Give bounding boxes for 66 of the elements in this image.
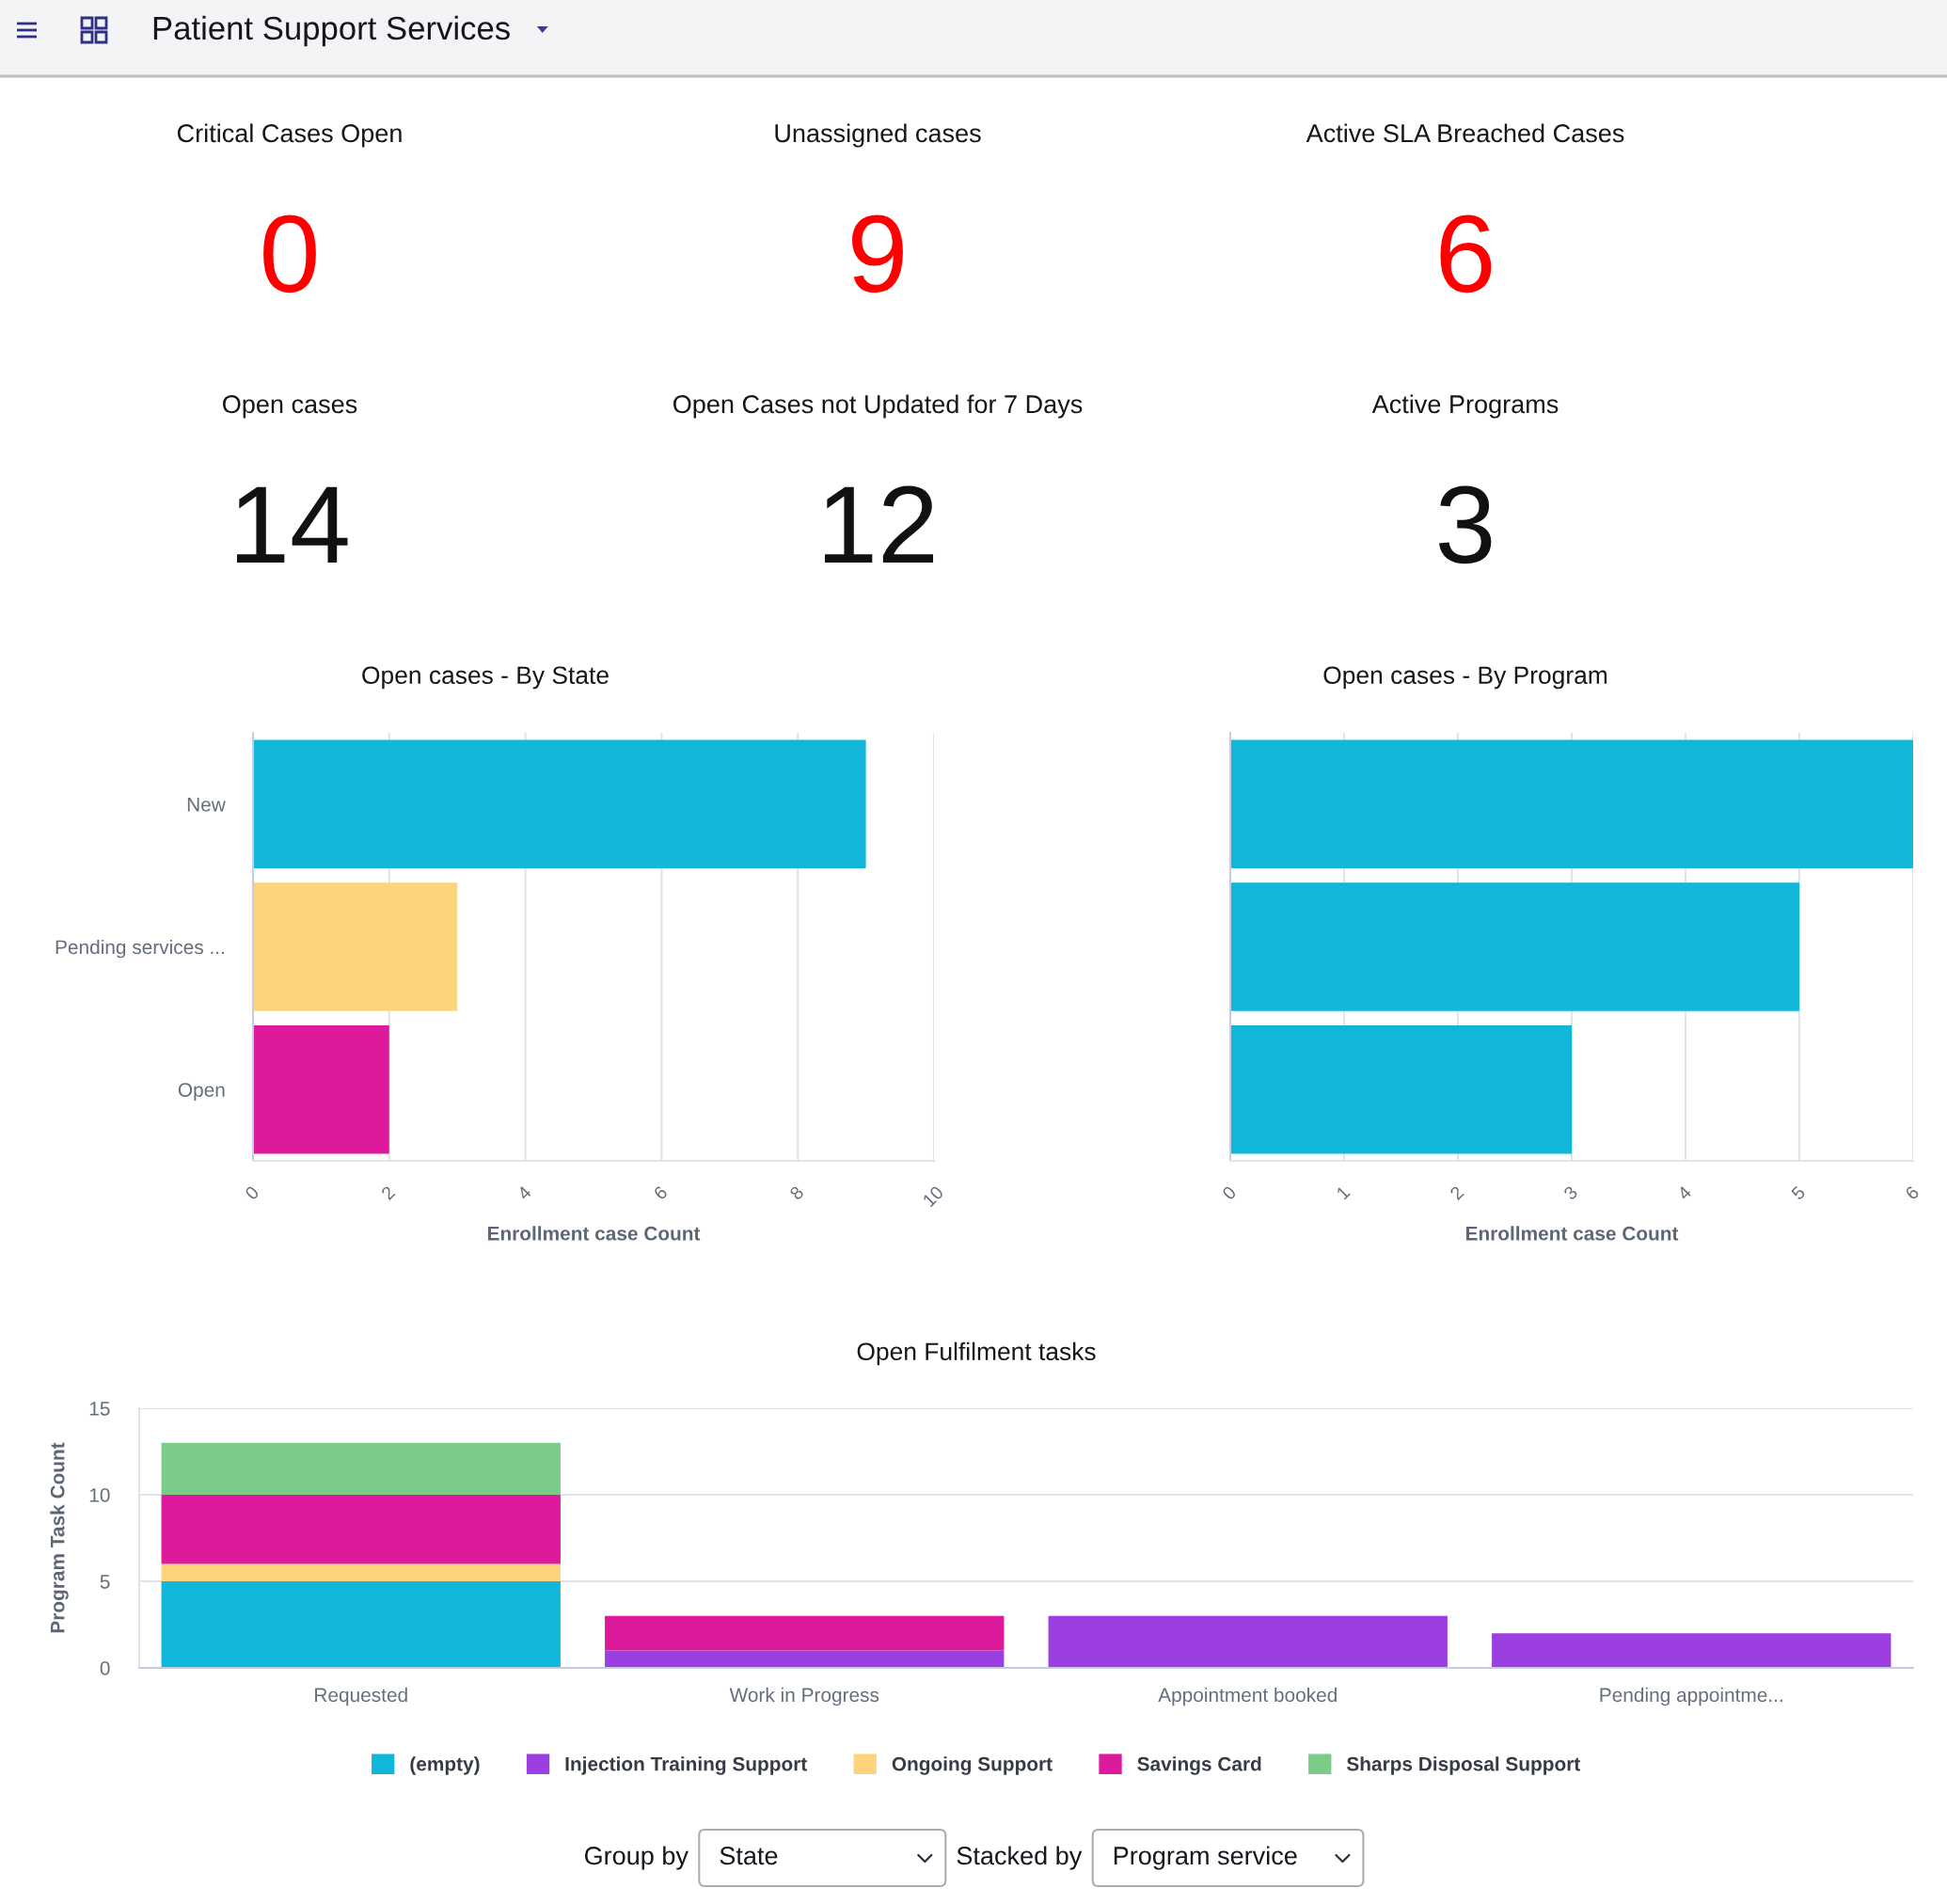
- y-tick-label: Open: [178, 1083, 225, 1102]
- text: Critical Cases Open: [177, 123, 402, 148]
- bar: [161, 1581, 561, 1668]
- legend-label: Sharps Disposal Support: [1346, 1756, 1580, 1775]
- x-tick-label: 5: [1790, 1185, 1806, 1201]
- legend-label: Ongoing Support: [892, 1756, 1053, 1775]
- text: Active Programs: [1371, 394, 1559, 419]
- legend-label: (empty): [410, 1756, 480, 1775]
- bar: [1230, 882, 1799, 1011]
- x-tick-label: 1: [1336, 1185, 1351, 1200]
- text: 6: [1440, 214, 1492, 294]
- x-tick-label: 8: [788, 1184, 805, 1201]
- legend-label: Savings Card: [1137, 1756, 1261, 1775]
- text: 0: [263, 214, 316, 294]
- x-tick-label: 0: [244, 1184, 260, 1201]
- x-tick-label: 10: [922, 1184, 944, 1208]
- text: Patient Support Services: [153, 15, 510, 47]
- x-tick-label: Pending appointme...: [1600, 1687, 1782, 1706]
- bar: [161, 1495, 561, 1564]
- y-tick-label: New: [187, 798, 226, 812]
- x-tick-label: Appointment booked: [1158, 1687, 1337, 1706]
- bar: [161, 1442, 561, 1495]
- y-tick-label: 15: [89, 1402, 110, 1416]
- x-tick-label: Requested: [315, 1687, 407, 1706]
- y-tick-label: Pending services ...: [55, 939, 224, 959]
- bar: [161, 1563, 561, 1581]
- x-tick-label: 4: [1676, 1184, 1692, 1201]
- chart-title: Open cases - By Program: [1323, 666, 1607, 690]
- chart-title: Open Fulfilment tasks: [857, 1341, 1096, 1366]
- x-tick-label: Work in Progress: [729, 1687, 879, 1706]
- bar: [605, 1615, 1005, 1651]
- y-tick-label: 10: [89, 1488, 110, 1502]
- bar: [1230, 1024, 1572, 1154]
- text: Group by: [584, 1846, 689, 1870]
- x-axis-title: Enrollment case Count: [487, 1226, 701, 1241]
- legend-label: Injection Training Support: [565, 1756, 807, 1775]
- text: Open cases: [223, 395, 357, 419]
- x-tick-label: 0: [1221, 1184, 1237, 1201]
- text: 12: [825, 485, 934, 563]
- bar: [253, 739, 866, 869]
- text: State: [720, 1847, 778, 1865]
- x-tick-label: 2: [380, 1185, 396, 1200]
- text: Active SLA Breached Cases: [1306, 123, 1624, 143]
- bar: [253, 882, 458, 1011]
- bar: [253, 1024, 389, 1154]
- text: Program service: [1114, 1846, 1297, 1870]
- chart-title: Open cases - By State: [362, 666, 609, 690]
- x-tick-label: 6: [1904, 1184, 1920, 1201]
- text: Open Cases not Updated for 7 Days: [673, 394, 1083, 419]
- text: 3: [1439, 485, 1492, 564]
- x-tick-label: 2: [1448, 1185, 1464, 1200]
- x-axis-title: Enrollment case Count: [1465, 1226, 1679, 1241]
- bar: [1492, 1633, 1892, 1668]
- x-tick-label: 3: [1562, 1184, 1578, 1201]
- x-tick-label: 4: [516, 1184, 532, 1201]
- bar: [605, 1650, 1005, 1668]
- text: Stacked by: [957, 1846, 1083, 1870]
- y-tick-label: 5: [100, 1575, 110, 1589]
- text: 14: [237, 486, 348, 563]
- y-axis-title: Program Task Count: [50, 1442, 69, 1633]
- x-tick-label: 6: [653, 1184, 669, 1201]
- bar: [1048, 1615, 1448, 1668]
- bar: [1230, 739, 1913, 869]
- text: Unassigned cases: [775, 123, 981, 148]
- y-tick-label: 0: [100, 1661, 110, 1675]
- text: 9: [852, 214, 903, 294]
